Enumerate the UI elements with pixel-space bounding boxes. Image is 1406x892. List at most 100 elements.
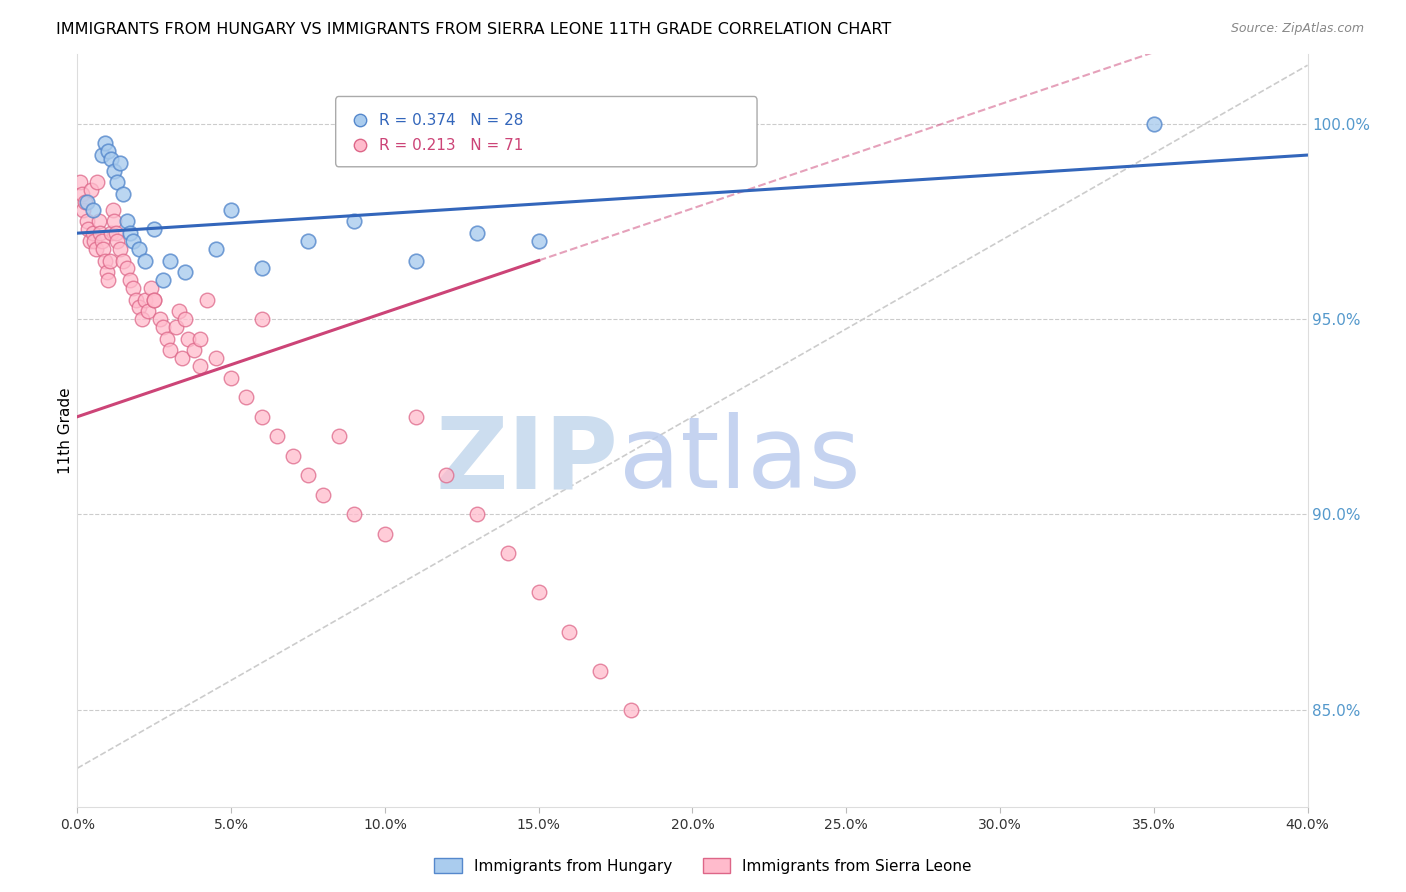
Y-axis label: 11th Grade: 11th Grade xyxy=(58,387,73,474)
Point xyxy=(136,304,159,318)
Point xyxy=(110,156,132,170)
Point xyxy=(405,409,427,424)
Point xyxy=(143,293,166,307)
Point xyxy=(87,214,110,228)
Point xyxy=(343,508,366,522)
Point xyxy=(219,370,242,384)
Point xyxy=(103,163,125,178)
Point xyxy=(143,222,166,236)
Point xyxy=(167,304,190,318)
Point xyxy=(250,261,273,276)
Point xyxy=(96,265,118,279)
Point xyxy=(219,202,242,217)
Point xyxy=(297,468,319,483)
Point xyxy=(250,409,273,424)
Point xyxy=(112,187,135,202)
Point xyxy=(93,242,115,256)
Point xyxy=(89,226,111,240)
Point xyxy=(152,319,174,334)
Point xyxy=(328,429,350,443)
Point xyxy=(76,214,98,228)
Point xyxy=(100,226,122,240)
Point xyxy=(436,468,458,483)
Point xyxy=(70,187,93,202)
Text: Source: ZipAtlas.com: Source: ZipAtlas.com xyxy=(1230,22,1364,36)
Text: R = 0.213   N = 71: R = 0.213 N = 71 xyxy=(378,138,523,153)
Point xyxy=(558,624,581,639)
Point xyxy=(86,175,108,189)
Point xyxy=(143,293,166,307)
Point xyxy=(90,234,114,248)
Point xyxy=(250,312,273,326)
Point xyxy=(527,585,550,599)
Point xyxy=(266,429,288,443)
Point xyxy=(183,343,205,358)
Point xyxy=(128,301,150,315)
Point xyxy=(165,319,187,334)
Point xyxy=(97,273,120,287)
Point xyxy=(134,293,156,307)
Point xyxy=(159,253,181,268)
Point xyxy=(195,293,218,307)
Point xyxy=(527,234,550,248)
Point xyxy=(105,234,128,248)
Text: IMMIGRANTS FROM HUNGARY VS IMMIGRANTS FROM SIERRA LEONE 11TH GRADE CORRELATION C: IMMIGRANTS FROM HUNGARY VS IMMIGRANTS FR… xyxy=(56,22,891,37)
Point xyxy=(121,234,143,248)
Point xyxy=(79,234,101,248)
Legend: Immigrants from Hungary, Immigrants from Sierra Leone: Immigrants from Hungary, Immigrants from… xyxy=(427,852,979,880)
Point xyxy=(128,242,150,256)
Point xyxy=(76,194,98,209)
Point xyxy=(80,183,103,197)
Text: atlas: atlas xyxy=(619,412,860,509)
Point xyxy=(118,273,141,287)
Point xyxy=(190,332,212,346)
Point xyxy=(589,664,612,678)
Point xyxy=(134,253,156,268)
Point xyxy=(84,242,107,256)
Point xyxy=(152,273,174,287)
Point xyxy=(343,214,366,228)
Point xyxy=(174,312,197,326)
Point xyxy=(105,175,128,189)
Point xyxy=(90,148,114,162)
Point xyxy=(101,202,124,217)
Point xyxy=(297,234,319,248)
Point xyxy=(312,488,335,502)
Point xyxy=(115,261,138,276)
Point xyxy=(496,546,519,560)
Point xyxy=(131,312,153,326)
Point xyxy=(110,242,132,256)
Point xyxy=(465,508,488,522)
Point xyxy=(121,281,143,295)
Point xyxy=(100,152,122,166)
Point xyxy=(73,194,96,209)
Text: R = 0.374   N = 28: R = 0.374 N = 28 xyxy=(378,113,523,128)
Point xyxy=(349,113,371,128)
Point xyxy=(1143,117,1166,131)
Point xyxy=(125,293,148,307)
Point xyxy=(115,214,138,228)
FancyBboxPatch shape xyxy=(336,96,756,167)
Point xyxy=(465,226,488,240)
Point xyxy=(405,253,427,268)
Point xyxy=(118,226,141,240)
Point xyxy=(149,312,172,326)
Point xyxy=(235,390,257,404)
Point xyxy=(141,281,163,295)
Point xyxy=(204,242,226,256)
Point xyxy=(190,359,212,373)
Point xyxy=(112,253,135,268)
Point xyxy=(159,343,181,358)
Point xyxy=(103,214,125,228)
Point xyxy=(174,265,197,279)
Point xyxy=(170,351,193,366)
Point xyxy=(281,449,304,463)
Point xyxy=(97,144,120,158)
Point xyxy=(94,136,117,151)
Point xyxy=(82,226,104,240)
Point xyxy=(69,175,91,189)
Point xyxy=(155,332,177,346)
Point xyxy=(82,202,104,217)
Point xyxy=(204,351,226,366)
Point xyxy=(98,253,121,268)
